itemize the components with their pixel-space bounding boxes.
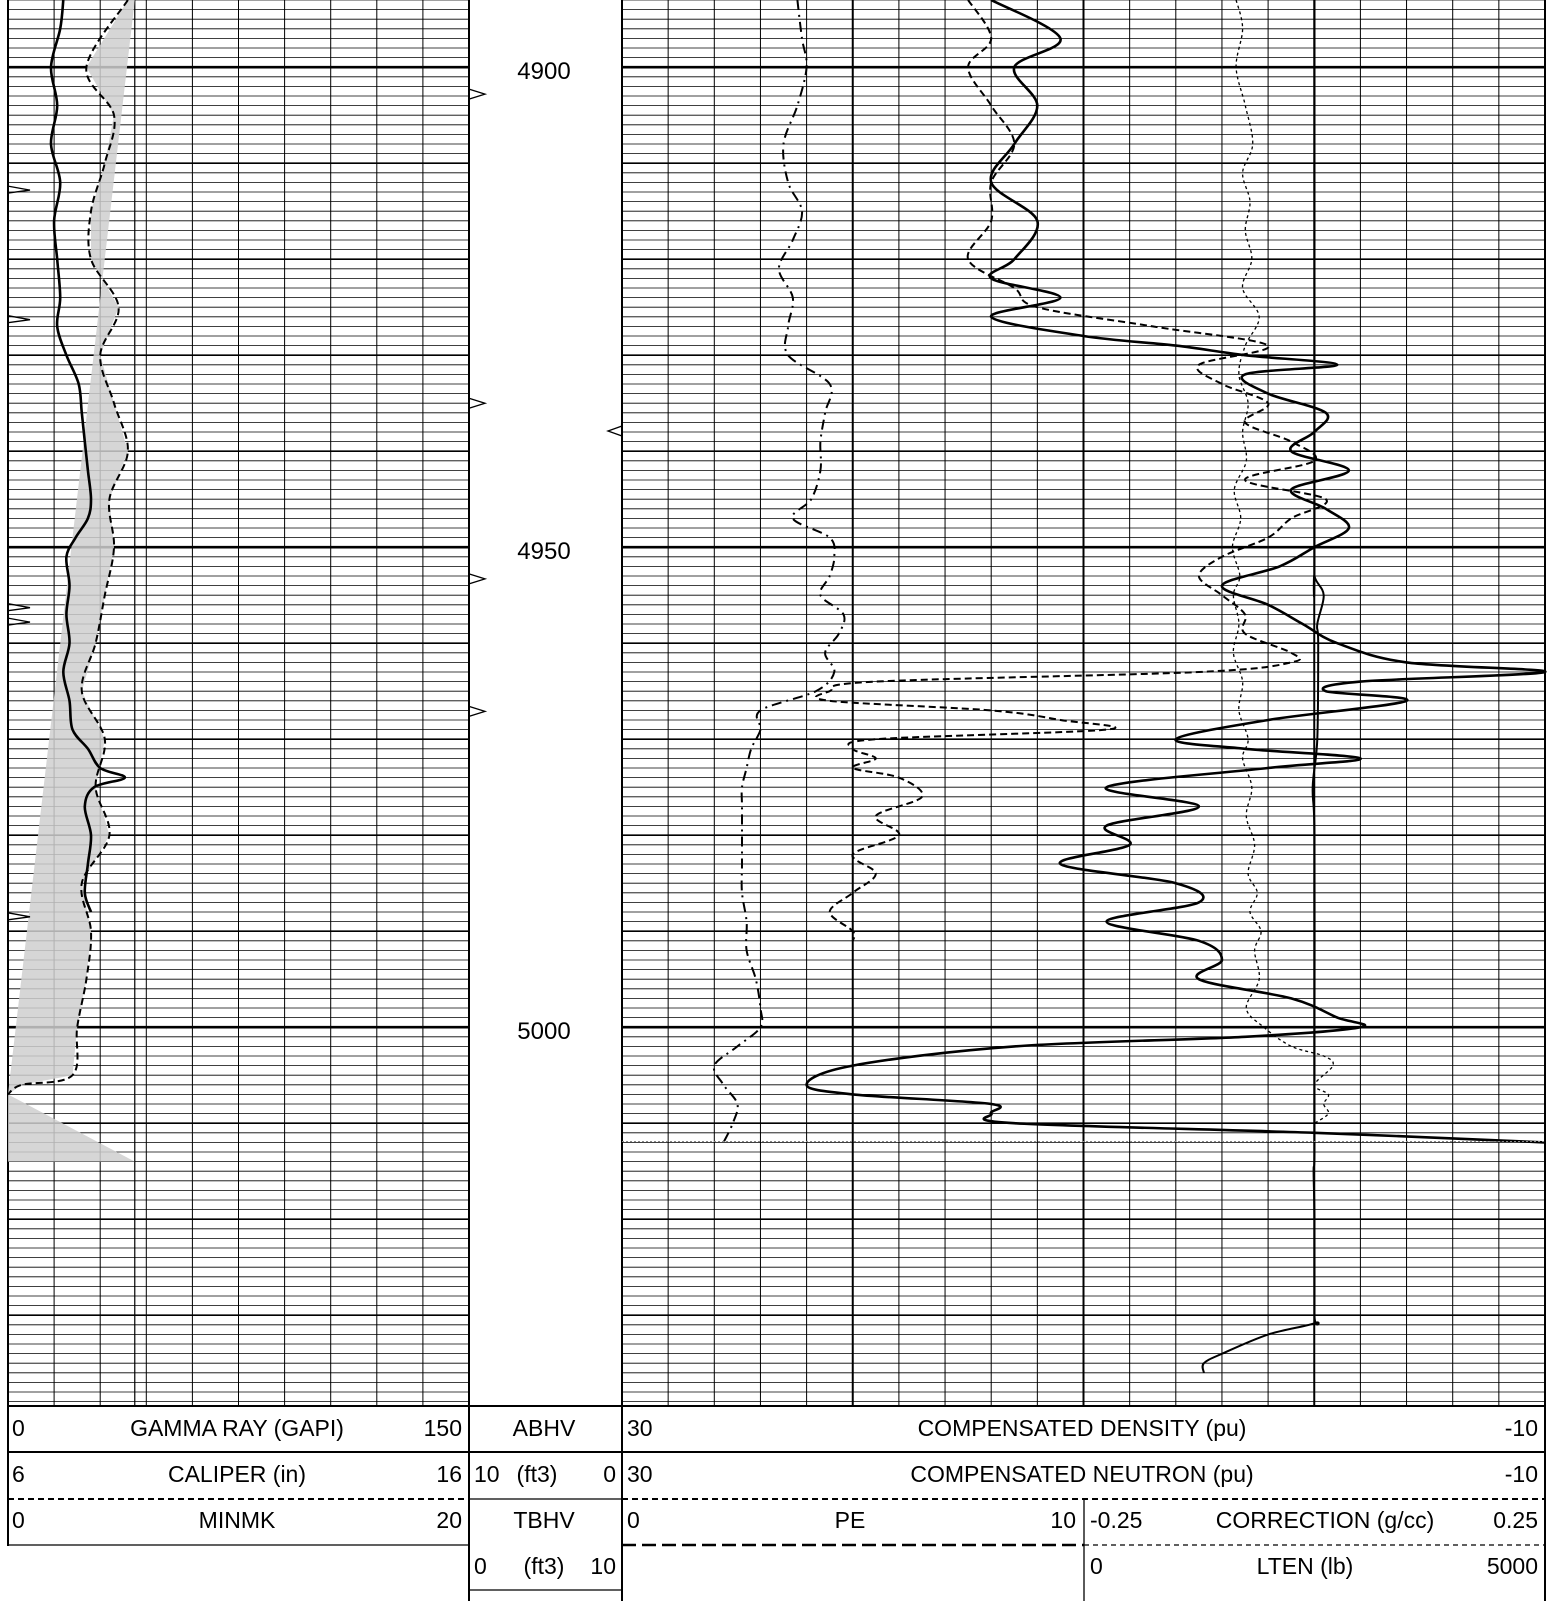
abhv-depth-tick bbox=[468, 573, 488, 585]
abhv-depth-tick bbox=[468, 705, 488, 717]
abhv-tick bbox=[7, 185, 31, 194]
corr-min: -0.25 bbox=[1090, 1507, 1142, 1533]
log-header-footer: 0 GAMMA RAY (GAPI) 150 6 CALIPER (in) 16… bbox=[7, 1405, 1546, 1601]
caliper-curve bbox=[7, 0, 129, 1096]
lten-min: 0 bbox=[1090, 1553, 1103, 1579]
abhv-depth-tick bbox=[468, 397, 488, 409]
abhv-tick bbox=[7, 912, 31, 921]
minmk-max: 20 bbox=[436, 1507, 462, 1533]
log-grid bbox=[7, 0, 1546, 1601]
density-curve bbox=[805, 0, 1547, 1144]
abhv-depth-tick bbox=[468, 88, 488, 100]
lten-curve bbox=[1231, 0, 1334, 1124]
cal-min: 6 bbox=[12, 1461, 25, 1487]
abhv-min: 10 bbox=[474, 1461, 500, 1487]
nphi-min: 30 bbox=[627, 1461, 653, 1487]
gr-min: 0 bbox=[12, 1415, 25, 1441]
gr-name: GAMMA RAY (GAPI) bbox=[130, 1415, 344, 1441]
curve-layer bbox=[7, 0, 1547, 1373]
rhob-min: 30 bbox=[627, 1415, 653, 1441]
abhv-name: ABHV bbox=[513, 1415, 576, 1441]
gr-max: 150 bbox=[424, 1415, 462, 1441]
tbhv-name: TBHV bbox=[513, 1507, 575, 1533]
depth-label-4900: 4900 bbox=[517, 58, 570, 85]
tbhv-max: 10 bbox=[590, 1553, 616, 1579]
abhv-tick bbox=[7, 617, 31, 626]
depth-label-4950: 4950 bbox=[517, 538, 570, 565]
nphi-name: COMPENSATED NEUTRON (pu) bbox=[910, 1461, 1253, 1487]
shading-layer bbox=[8, 0, 135, 1162]
tbhv-unit: (ft3) bbox=[524, 1553, 565, 1579]
corr-name: CORRECTION (g/cc) bbox=[1216, 1507, 1435, 1533]
cal-max: 16 bbox=[436, 1461, 462, 1487]
caliper-shading bbox=[8, 0, 135, 1162]
rhob-name: COMPENSATED DENSITY (pu) bbox=[918, 1415, 1247, 1441]
tbhv-tick bbox=[606, 425, 623, 437]
abhv-max: 0 bbox=[603, 1461, 616, 1487]
depth-labels: 4900 4950 5000 bbox=[517, 58, 570, 1045]
abhv-unit: (ft3) bbox=[517, 1461, 558, 1487]
lten-max: 5000 bbox=[1487, 1553, 1538, 1579]
neutron-curve bbox=[814, 0, 1328, 942]
pe-min: 0 bbox=[627, 1507, 640, 1533]
abhv-tick bbox=[7, 603, 31, 612]
corr-max: 0.25 bbox=[1493, 1507, 1538, 1533]
nphi-max: -10 bbox=[1505, 1461, 1538, 1487]
rhob-max: -10 bbox=[1505, 1415, 1538, 1441]
minmk-name: MINMK bbox=[199, 1507, 276, 1533]
lten-name: LTEN (lb) bbox=[1257, 1553, 1354, 1579]
minmk-min: 0 bbox=[12, 1507, 25, 1533]
abhv-tick bbox=[7, 315, 31, 324]
pe-max: 10 bbox=[1050, 1507, 1076, 1533]
cal-name: CALIPER (in) bbox=[168, 1461, 306, 1487]
footer-lines bbox=[7, 1405, 1546, 1601]
correction-curve bbox=[1201, 0, 1325, 1373]
gamma-ray-curve bbox=[49, 0, 127, 913]
tbhv-min: 0 bbox=[474, 1553, 487, 1579]
depth-label-5000: 5000 bbox=[517, 1018, 570, 1045]
pe-curve bbox=[712, 0, 846, 1143]
pe-name: PE bbox=[835, 1507, 866, 1533]
